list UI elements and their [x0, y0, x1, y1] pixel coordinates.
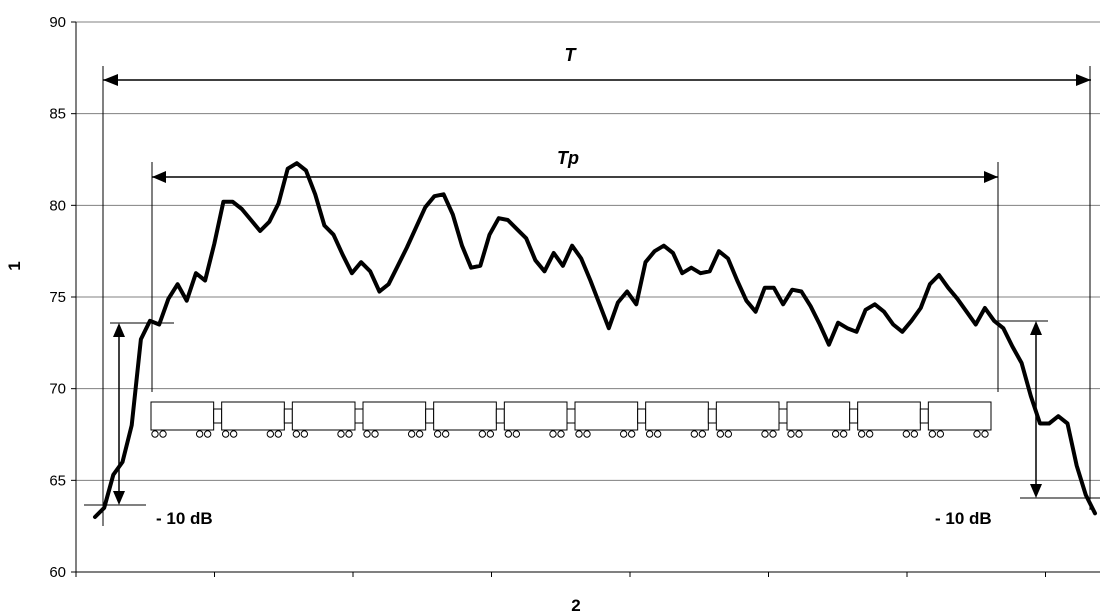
wagon [857, 401, 921, 438]
y-tick-label: 75 [49, 289, 66, 306]
wagon-wheel [478, 430, 487, 438]
wagon-wheel [865, 430, 874, 438]
wagon [574, 401, 639, 438]
wagon-wheel [831, 430, 840, 438]
wagon-coupler [849, 408, 859, 424]
wagon-wheel [345, 430, 353, 438]
wagon [786, 401, 851, 438]
t-duration-label: T [565, 45, 578, 65]
wagon-wheel [619, 430, 628, 438]
wagon-wheel [575, 430, 583, 438]
wagon-wheel [415, 430, 424, 438]
wagon-wheel [769, 430, 777, 438]
wagon-wheel [857, 430, 866, 438]
y-axis-title: 1 [5, 261, 24, 270]
y-tick-label: 80 [49, 197, 66, 214]
wagon-coupler [354, 408, 364, 424]
wagon-wheel [936, 430, 945, 438]
wagon-wheel [583, 430, 591, 438]
wagon-wheel [221, 430, 230, 438]
wagon-wheel [653, 430, 662, 438]
wagon [150, 401, 215, 438]
wagon-wheel [229, 430, 238, 438]
wagon-wheel [300, 430, 309, 438]
wagon-wheel [724, 430, 733, 438]
series-line [93, 161, 1097, 519]
wagon-wheel [363, 430, 371, 438]
t-arrow-head-right [1076, 74, 1091, 86]
wagon-wheel [627, 430, 636, 438]
y-tick-labels: 60 65 70 75 80 85 90 [49, 14, 66, 581]
wagon-wheel [645, 430, 654, 438]
db-right-arrow-head-top [1030, 321, 1042, 335]
gridlines [71, 21, 1100, 573]
wagon-wheel [337, 430, 345, 438]
wagon-wheel [433, 430, 442, 438]
wagon [221, 401, 285, 438]
db-left-label: - 10 dB [156, 509, 213, 528]
wagon-wheel [928, 430, 937, 438]
db-left-arrow-head-top [113, 323, 125, 337]
wagon [645, 401, 709, 438]
wagon-wheel [504, 430, 513, 438]
wagon [715, 401, 780, 438]
wagon-coupler [495, 408, 505, 424]
db-right-arrow-head-bottom [1030, 484, 1042, 498]
wagon-wheel [512, 430, 521, 438]
wagon-coupler [425, 408, 435, 424]
wagon-wheel [981, 430, 989, 438]
wagon-coupler [637, 408, 647, 424]
annotations [84, 66, 1100, 526]
tp-arrow-head-right [984, 171, 998, 183]
wagon-wheel [203, 430, 212, 438]
db-right-label: - 10 dB [935, 509, 992, 528]
wagon [927, 401, 992, 438]
tp-arrow-head-left [152, 171, 166, 183]
wagon-wheel [690, 430, 699, 438]
t-arrow-head-left [103, 74, 118, 86]
wagon-wheel [486, 430, 495, 438]
db-left-arrow-head-bottom [113, 491, 125, 505]
train-wagons [150, 401, 992, 438]
wagon [503, 401, 568, 438]
y-tick-label: 70 [49, 381, 66, 398]
wagon-coupler [778, 408, 788, 424]
wagon-coupler [919, 408, 929, 424]
y-tick-label: 65 [49, 472, 66, 489]
wagon-wheel [761, 430, 769, 438]
wagon [433, 401, 497, 438]
wagon-wheel [195, 430, 204, 438]
wagon-wheel [787, 430, 795, 438]
wagon [362, 401, 427, 438]
wagon-wheel [549, 430, 557, 438]
y-tick-label: 90 [49, 14, 66, 31]
y-tick-label: 60 [49, 564, 66, 581]
wagon-wheel [557, 430, 565, 438]
x-axis-ticks [75, 572, 1046, 577]
wagon-wheel [151, 430, 159, 438]
wagon-wheel [266, 430, 275, 438]
wagon-coupler [707, 408, 717, 424]
wagon-coupler [213, 408, 223, 424]
wagon-wheel [698, 430, 707, 438]
wagon-wheel [839, 430, 848, 438]
wagon-wheel [716, 430, 725, 438]
wagon-wheel [407, 430, 416, 438]
wagon-wheel [371, 430, 379, 438]
wagon-coupler [283, 408, 293, 424]
wagon-wheel [902, 430, 911, 438]
wagon-wheel [910, 430, 919, 438]
x-axis-title: 2 [571, 596, 580, 613]
wagon [291, 401, 356, 438]
wagon-wheel [795, 430, 803, 438]
wagon-wheel [973, 430, 981, 438]
wagon-wheel [292, 430, 301, 438]
wagon-wheel [441, 430, 450, 438]
y-tick-label: 85 [49, 106, 66, 123]
wagon-wheel [159, 430, 167, 438]
wagon-coupler [566, 408, 576, 424]
tp-duration-label: Tp [557, 148, 579, 168]
wagon-wheel [274, 430, 283, 438]
